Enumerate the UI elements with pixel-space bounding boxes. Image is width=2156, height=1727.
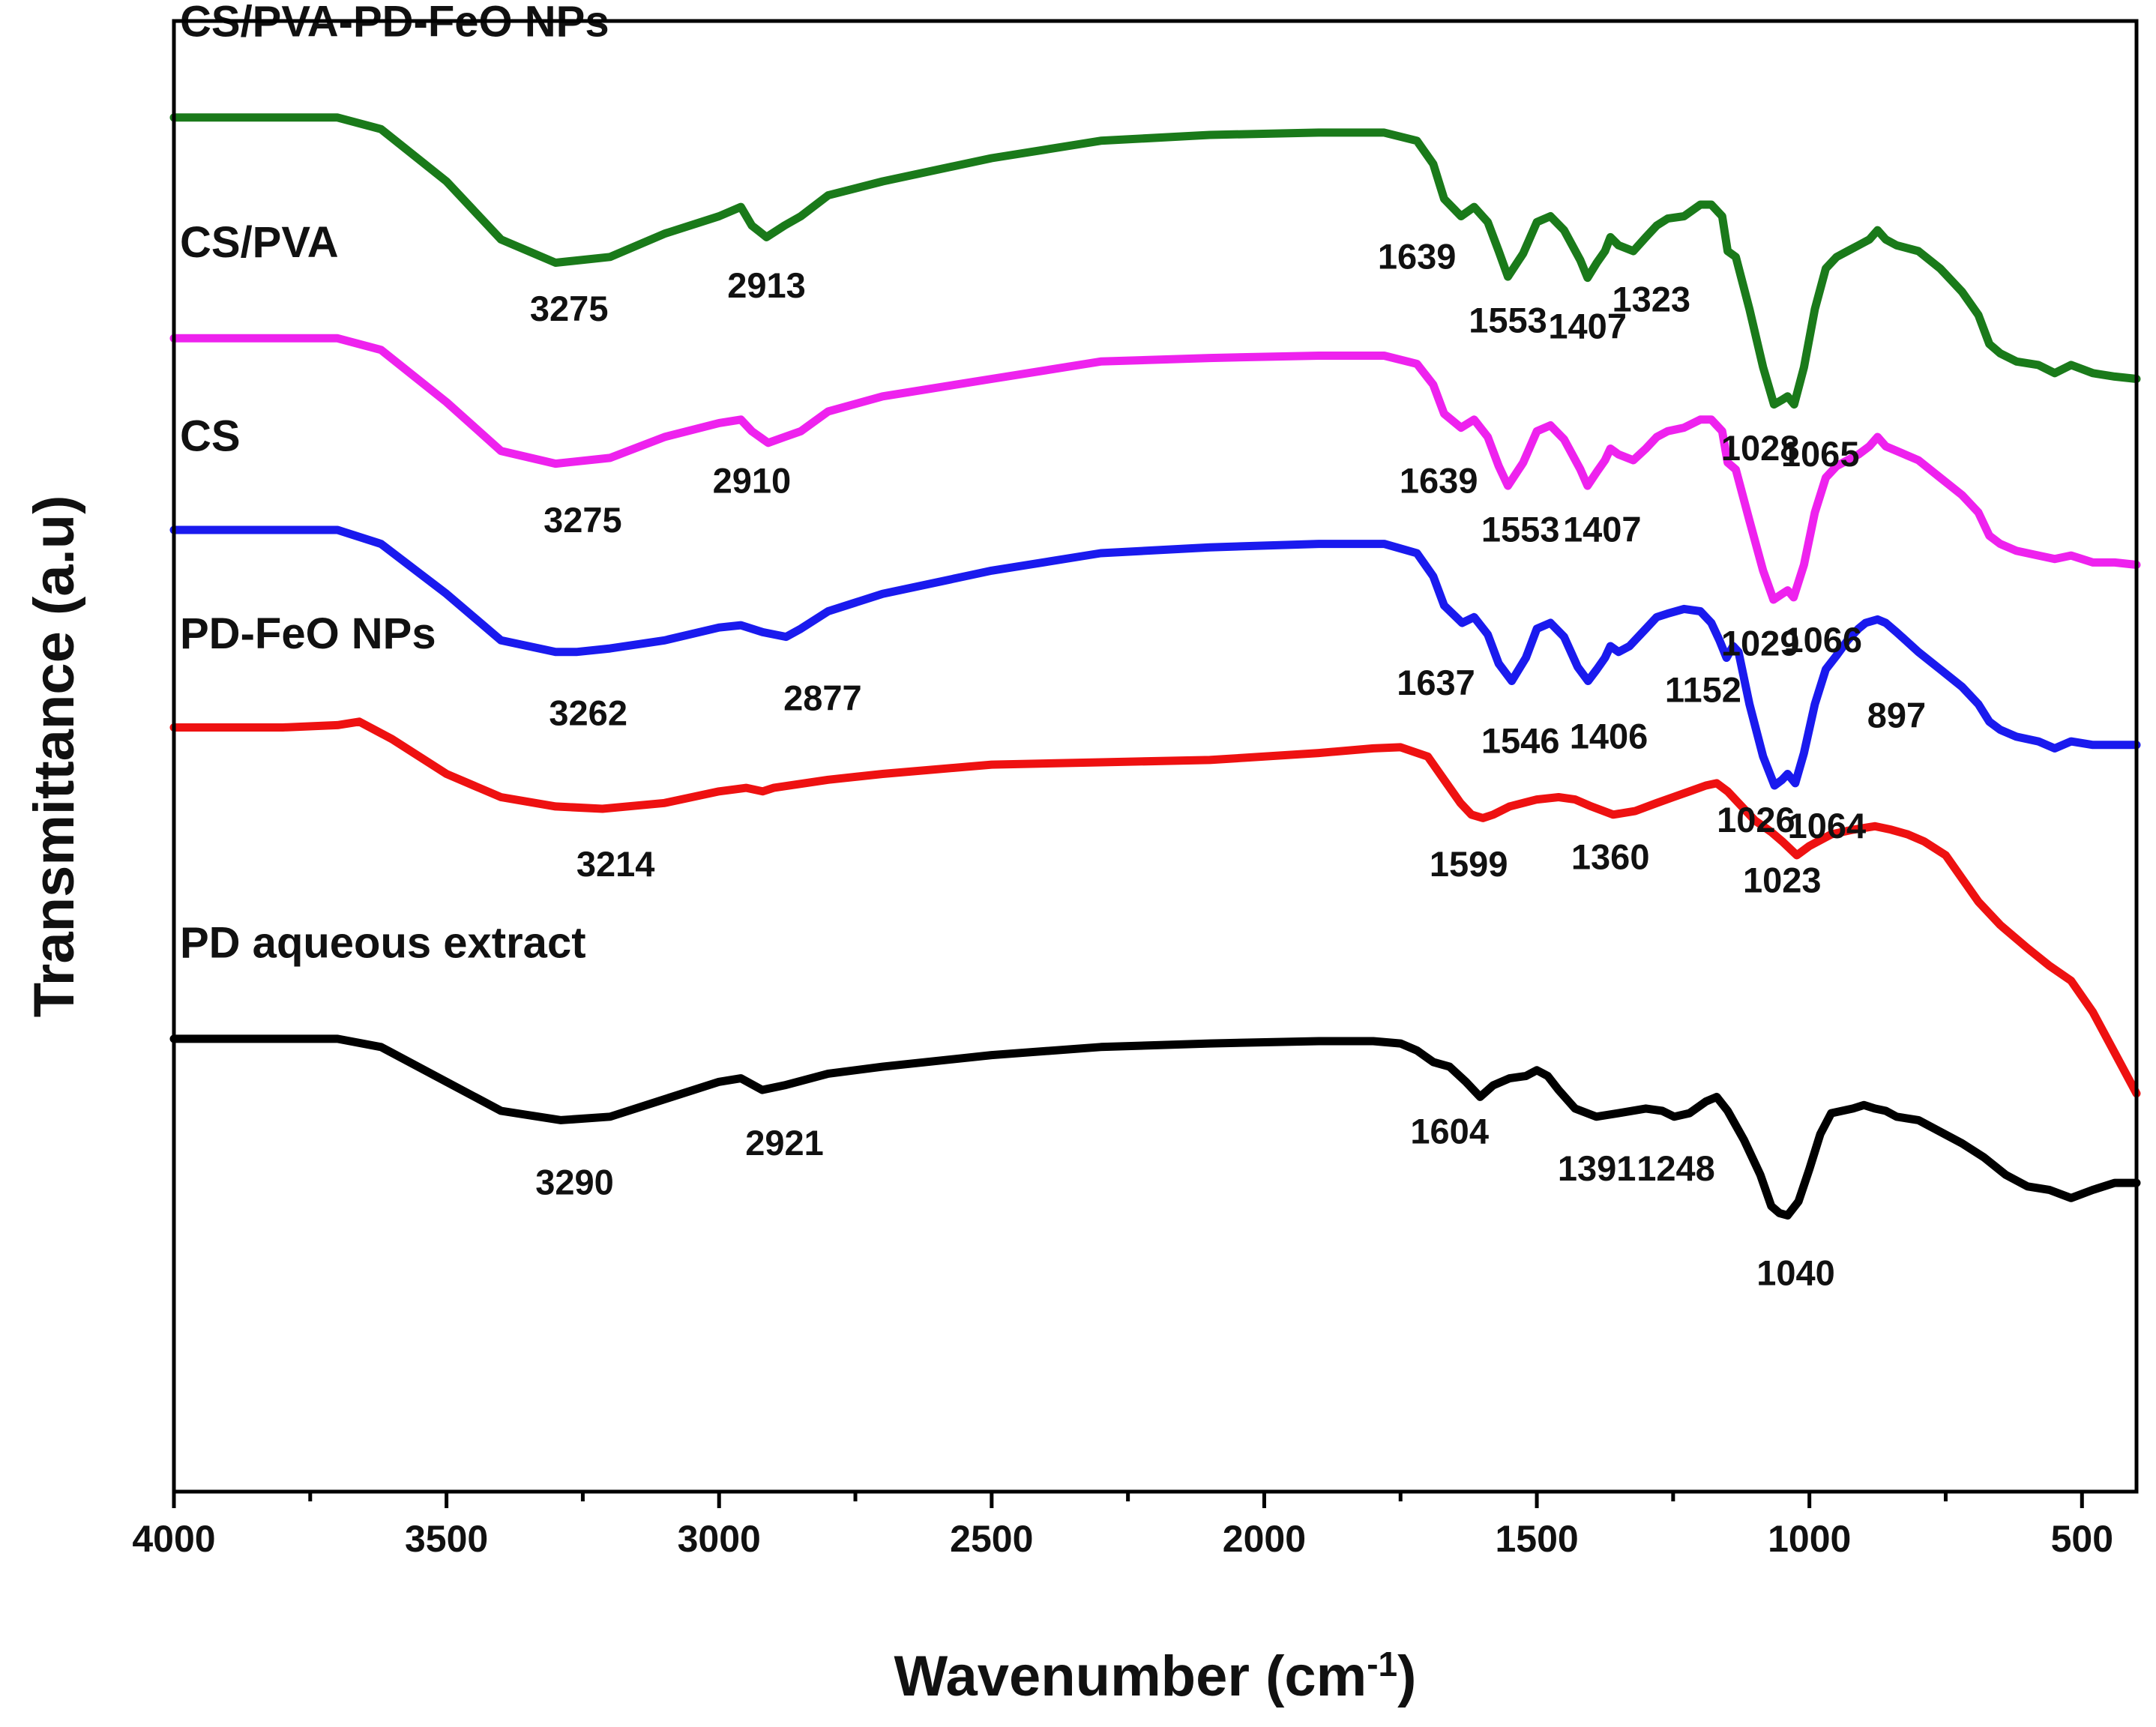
x-axis-title: Wavenumber (cm-1) bbox=[894, 1645, 1417, 1708]
peak-label-4-2: 1604 bbox=[1410, 1111, 1489, 1151]
plot-frame bbox=[172, 19, 2139, 1494]
peak-label-4-1: 2921 bbox=[745, 1123, 824, 1163]
peak-label-0-3: 1553 bbox=[1469, 301, 1547, 340]
x-axis-title-main: Wavenumber (cm bbox=[894, 1645, 1367, 1708]
peak-label-1-3: 1553 bbox=[1481, 510, 1560, 549]
series-label-3: PD-FeO NPs bbox=[180, 609, 436, 658]
x-tick-label-2: 3000 bbox=[678, 1518, 761, 1560]
series-label-0: CS/PVA-PD-FeO NPs bbox=[180, 0, 609, 46]
peak-label-4-0: 3290 bbox=[535, 1163, 614, 1202]
peak-label-0-2: 1639 bbox=[1378, 236, 1457, 276]
peak-label-2-1: 2877 bbox=[783, 678, 862, 717]
x-axis: 4000 3500 3000 2500 2000 1500 1000 500 bbox=[132, 1492, 2113, 1560]
x-tick-label-4: 2000 bbox=[1223, 1518, 1306, 1560]
x-tick-label-3: 2500 bbox=[950, 1518, 1033, 1560]
peak-label-2-6: 1026 bbox=[1717, 800, 1795, 840]
peak-label-1-0: 3275 bbox=[543, 500, 622, 540]
series-line-1 bbox=[169, 334, 2141, 604]
peak-label-4-5: 1040 bbox=[1756, 1253, 1835, 1293]
x-tick-label-7: 500 bbox=[2051, 1518, 2113, 1560]
series-line-0 bbox=[169, 113, 2141, 409]
x-tick-label-0: 4000 bbox=[132, 1518, 215, 1560]
series-labels-group: CS/PVA-PD-FeO NPs CS/PVA CS PD-FeO NPs PD aq… bbox=[180, 0, 609, 967]
plot-series-group bbox=[169, 113, 2141, 1220]
x-tick-label-1: 3500 bbox=[405, 1518, 488, 1560]
peak-label-2-7: 1064 bbox=[1788, 806, 1867, 846]
x-tick-label-6: 1000 bbox=[1768, 1518, 1851, 1560]
series-label-4: PD aqueous extract bbox=[180, 918, 586, 967]
peak-label-2-8: 897 bbox=[1867, 696, 1926, 735]
peak-label-1-4: 1407 bbox=[1563, 510, 1642, 549]
x-axis-title-close: ) bbox=[1397, 1645, 1416, 1708]
peak-label-2-4: 1406 bbox=[1570, 716, 1648, 756]
peak-label-4-4: 1248 bbox=[1636, 1148, 1715, 1188]
peak-label-2-2: 1637 bbox=[1397, 663, 1475, 702]
peak-label-3-2: 1360 bbox=[1571, 837, 1650, 877]
x-tick-label-5: 1500 bbox=[1495, 1518, 1578, 1560]
series-label-1: CS/PVA bbox=[180, 218, 339, 267]
peak-label-3-3: 1023 bbox=[1743, 861, 1822, 900]
peak-label-3-1: 1599 bbox=[1430, 844, 1508, 884]
peak-label-1-2: 1639 bbox=[1400, 460, 1478, 500]
peak-label-4-3: 1391 bbox=[1558, 1148, 1636, 1188]
peak-label-0-6: 1028 bbox=[1721, 428, 1800, 468]
peak-label-0-7: 1065 bbox=[1781, 434, 1860, 474]
peak-label-0-4: 1407 bbox=[1548, 306, 1627, 346]
y-axis-title: Transmittance (a.u) bbox=[22, 495, 86, 1018]
peak-label-0-5: 1323 bbox=[1613, 280, 1691, 319]
peak-label-0-1: 2913 bbox=[727, 265, 806, 305]
x-axis-title-superscript: -1 bbox=[1367, 1645, 1397, 1684]
peak-label-1-5: 1029 bbox=[1721, 623, 1800, 663]
series-label-2: CS bbox=[180, 412, 241, 461]
series-line-4 bbox=[169, 1034, 2141, 1220]
peak-label-2-3: 1546 bbox=[1481, 721, 1560, 761]
peak-label-1-6: 1066 bbox=[1784, 620, 1863, 660]
peak-label-1-1: 2910 bbox=[713, 460, 792, 500]
peak-label-3-0: 3214 bbox=[576, 844, 655, 884]
peak-label-2-5: 1152 bbox=[1665, 669, 1741, 709]
peak-label-0-0: 3275 bbox=[530, 289, 609, 328]
peak-label-2-0: 3262 bbox=[549, 693, 627, 732]
series-line-2 bbox=[169, 525, 2141, 790]
series-line-3 bbox=[169, 717, 2141, 1098]
